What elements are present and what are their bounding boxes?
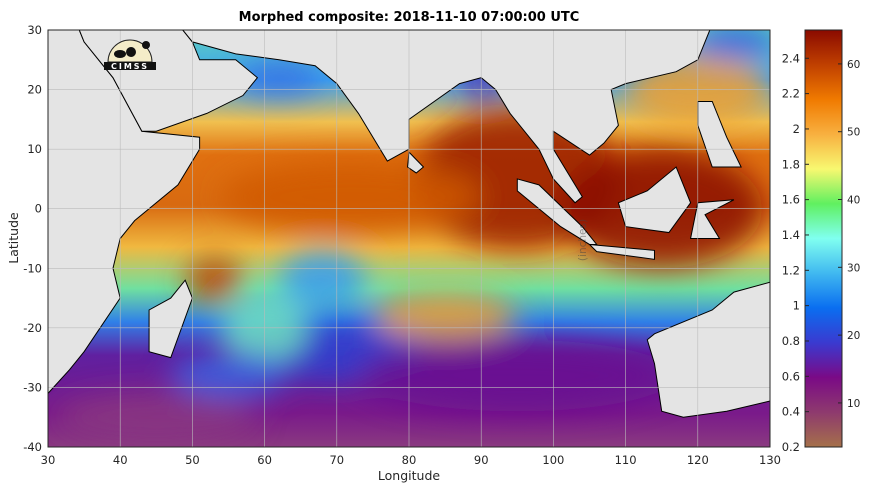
moisture-blob: [185, 256, 243, 305]
moisture-blob: [690, 30, 770, 60]
x-tick-label: 100: [542, 453, 564, 467]
colorbar-mm-label: 20: [847, 330, 860, 342]
cimss-logo: CIMSS: [104, 39, 156, 71]
y-tick-label: -10: [23, 261, 42, 275]
moisture-blob: [221, 161, 482, 233]
y-tick-label: -30: [23, 380, 42, 394]
y-axis: 30 20 10 0 -10 -20 -30 -40: [23, 23, 42, 454]
colorbar-inch-label: 1.6: [782, 193, 800, 207]
grid-lines: [48, 30, 770, 447]
x-tick-label: 40: [113, 453, 128, 467]
colorbar-inch-label: 2.4: [782, 51, 800, 65]
colorbar-inch-label: 1.2: [782, 263, 800, 277]
colorbar: 0.2 0.4 0.6 0.8 1 1.2 1.4 1.6 1.8 2 2.2 2.4 10 20 30 40…: [782, 29, 860, 454]
colorbar-mm-label: 40: [847, 195, 860, 207]
colorbar-inch-label: 1.8: [782, 157, 800, 171]
colorbar-inch-label: 1.4: [782, 228, 800, 242]
y-tick-label: 20: [27, 83, 42, 97]
y-tick-label: -40: [23, 440, 42, 454]
colorbar-mm-label: 10: [847, 398, 860, 410]
colorbar-mm-label: 30: [847, 262, 860, 274]
land-java: [588, 243, 655, 260]
colorbar-units-label: (inches): [577, 219, 589, 261]
x-tick-label: 110: [615, 453, 637, 467]
plot-frame: [47, 29, 771, 448]
x-axis: 30 40 50 60 70 80 90 100 110 120 130: [41, 453, 781, 467]
moisture-blob: [358, 339, 677, 412]
colorbar-gradient: [804, 29, 843, 448]
colorbar-inch-label: 2: [793, 122, 800, 136]
colorbar-inch-label: 2.2: [782, 87, 800, 101]
x-tick-label: 60: [257, 453, 272, 467]
x-tick-label: 130: [759, 453, 781, 467]
land-sri-lanka: [407, 150, 425, 174]
moisture-blob: [170, 351, 287, 400]
x-tick-label: 30: [41, 453, 56, 467]
x-tick-label: 50: [185, 453, 200, 467]
colorbar-inch-label: 0.6: [782, 369, 800, 383]
y-tick-label: 0: [35, 202, 42, 216]
moisture-blob: [55, 393, 258, 442]
y-tick-label: 30: [27, 23, 42, 37]
moisture-blob: [279, 250, 366, 310]
colorbar-mm-label: 60: [847, 59, 860, 71]
x-tick-label: 80: [402, 453, 417, 467]
colorbar-inch-label: 0.2: [782, 440, 800, 454]
y-axis-label: Latitude: [6, 212, 21, 264]
logo-text: CIMSS: [111, 62, 149, 71]
x-axis-label: Longitude: [378, 468, 440, 483]
x-tick-label: 70: [329, 453, 344, 467]
moisture-blob: [235, 59, 323, 96]
y-tick-label: 10: [27, 142, 42, 156]
moisture-blob: [372, 292, 518, 340]
map-area: [48, 30, 770, 447]
x-tick-label: 90: [474, 453, 489, 467]
colorbar-inch-label: 0.4: [782, 405, 800, 419]
colorbar-inch-label: 1: [793, 299, 800, 313]
land-australia: [646, 281, 770, 418]
x-tick-label: 120: [687, 453, 709, 467]
colorbar-mm-label: 50: [847, 127, 860, 139]
colorbar-inch-label: 0.8: [782, 334, 800, 348]
chart-title: Morphed composite: 2018-11-10 07:00:00 U…: [238, 10, 580, 25]
y-tick-label: -20: [23, 321, 42, 335]
